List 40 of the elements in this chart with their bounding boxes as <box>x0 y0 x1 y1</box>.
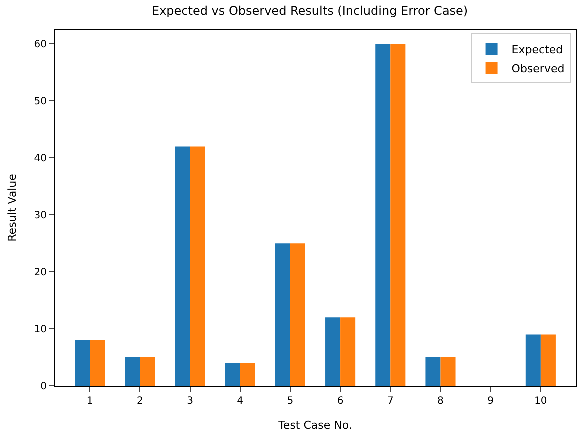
x-tick-label: 2 <box>136 396 144 407</box>
x-tick-label: 7 <box>387 396 394 407</box>
bar <box>275 244 290 386</box>
legend-label: Observed <box>512 62 565 76</box>
bar <box>125 358 140 386</box>
bar <box>290 244 306 386</box>
bar <box>540 334 556 386</box>
y-axis-title: Result Value <box>6 174 19 242</box>
y-tick-label: 40 <box>34 154 47 165</box>
x-tick-label: 6 <box>337 396 344 407</box>
bar <box>526 334 541 386</box>
bar <box>326 318 341 386</box>
bar <box>440 358 456 386</box>
bar <box>175 146 190 386</box>
x-tick-label: 10 <box>534 396 548 407</box>
x-tick-label: 5 <box>287 396 294 407</box>
y-tick-label: 20 <box>34 268 47 279</box>
legend-label: Expected <box>512 43 564 56</box>
bar <box>340 318 356 386</box>
x-tick-label: 1 <box>86 396 94 407</box>
x-axis-title: Test Case No. <box>278 419 352 432</box>
bar <box>190 146 206 386</box>
bar <box>426 358 441 386</box>
y-tick-label: 10 <box>34 324 47 336</box>
x-tick-label: 4 <box>237 396 244 407</box>
bar <box>75 340 90 386</box>
x-tick-label: 9 <box>488 396 494 407</box>
y-tick-label: 0 <box>40 382 47 392</box>
x-tick-label: 8 <box>438 396 444 407</box>
bar <box>140 358 156 386</box>
y-tick-label: 50 <box>34 96 47 108</box>
chart-title: Expected vs Observed Results (Including Error Case) <box>152 4 468 18</box>
bar <box>225 363 240 386</box>
bar <box>90 340 106 386</box>
y-tick-label: 30 <box>34 210 47 222</box>
bar <box>390 44 406 386</box>
bar <box>240 363 256 386</box>
x-tick-label: 3 <box>187 396 194 407</box>
y-tick-label: 60 <box>34 40 47 51</box>
bar <box>376 44 391 386</box>
